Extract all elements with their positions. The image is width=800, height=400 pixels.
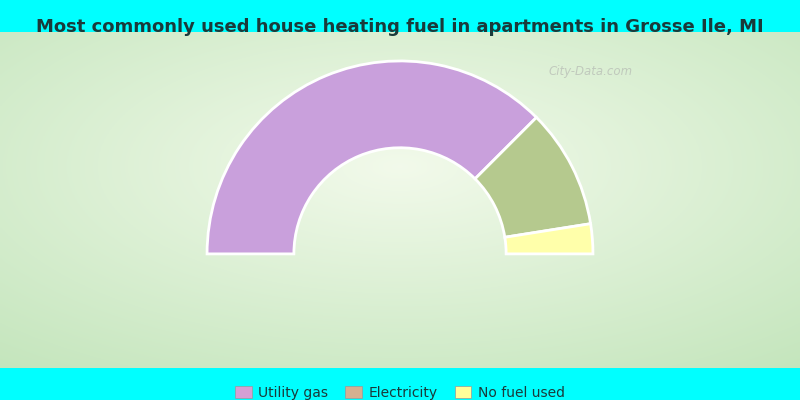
Wedge shape xyxy=(207,61,537,254)
Text: Most commonly used house heating fuel in apartments in Grosse Ile, MI: Most commonly used house heating fuel in… xyxy=(36,18,764,36)
Wedge shape xyxy=(505,224,593,254)
Wedge shape xyxy=(475,118,590,237)
Legend: Utility gas, Electricity, No fuel used: Utility gas, Electricity, No fuel used xyxy=(230,380,570,400)
Text: City-Data.com: City-Data.com xyxy=(549,65,633,78)
